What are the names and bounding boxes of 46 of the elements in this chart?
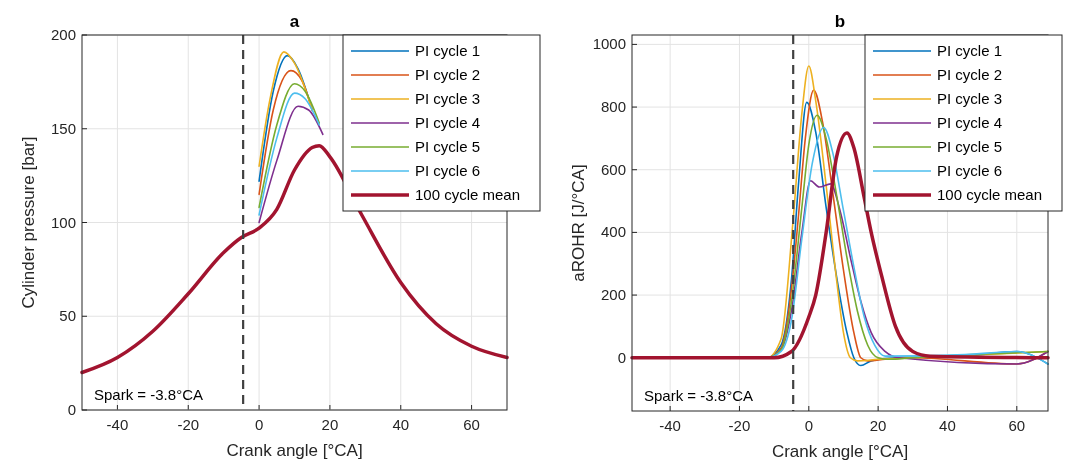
- x-tick-label: 60: [463, 416, 480, 433]
- legend-label: PI cycle 4: [415, 114, 481, 131]
- y-tick-label: 0: [617, 348, 626, 366]
- x-tick-label: 40: [392, 416, 410, 433]
- x-tick-label: 40: [939, 417, 956, 434]
- y-axis-title: aROHR [J/°CA]: [569, 164, 588, 282]
- y-tick-label: 800: [600, 98, 626, 116]
- legend-label: PI cycle 4: [937, 114, 1003, 131]
- legend-label: PI cycle 3: [415, 90, 481, 107]
- chart-title: b: [834, 12, 846, 31]
- legend-label: PI cycle 1: [415, 42, 481, 59]
- y-tick-label: 1000: [592, 35, 626, 53]
- x-tick-label: 0: [804, 417, 813, 434]
- legend-label: PI cycle 6: [415, 162, 481, 179]
- x-tick-label: -40: [659, 417, 681, 434]
- legend-label: 100 cycle mean: [937, 186, 1043, 203]
- y-tick-label: 50: [59, 307, 76, 325]
- legend-label: PI cycle 6: [937, 162, 1003, 179]
- y-tick-label: 150: [50, 119, 76, 137]
- legend-label: PI cycle 5: [937, 138, 1003, 155]
- x-tick-label: 60: [1008, 417, 1026, 434]
- y-axis-title: Cylinder pressure [bar]: [19, 136, 38, 309]
- annotation: Spark = -3.8°CA: [644, 387, 753, 404]
- legend-label: PI cycle 3: [937, 90, 1003, 107]
- x-tick-label: -20: [728, 417, 751, 434]
- y-tick-label: 200: [50, 26, 76, 43]
- legend-label: 100 cycle mean: [415, 186, 521, 203]
- y-tick-label: 100: [50, 213, 76, 231]
- x-tick-label: -40: [106, 416, 129, 433]
- legend-label: PI cycle 5: [415, 138, 481, 155]
- legend-label: PI cycle 2: [937, 66, 1003, 83]
- y-tick-label: 200: [600, 286, 626, 304]
- y-tick-label: 600: [600, 160, 626, 178]
- y-tick-label: 0: [67, 401, 76, 418]
- x-tick-label: 20: [869, 417, 887, 434]
- x-tick-label: 20: [321, 416, 339, 433]
- line-series: [258, 105, 324, 224]
- chart-title: a: [289, 12, 300, 31]
- y-tick-label: 400: [600, 223, 626, 241]
- annotation: Spark = -3.8°CA: [94, 386, 203, 403]
- x-axis-title: Crank angle [°CA]: [226, 441, 363, 460]
- x-tick-label: -20: [177, 416, 200, 433]
- legend-label: PI cycle 1: [937, 42, 1003, 59]
- legend-label: PI cycle 2: [415, 66, 481, 83]
- x-axis-title: Crank angle [°CA]: [771, 442, 909, 461]
- x-tick-label: 0: [254, 416, 264, 433]
